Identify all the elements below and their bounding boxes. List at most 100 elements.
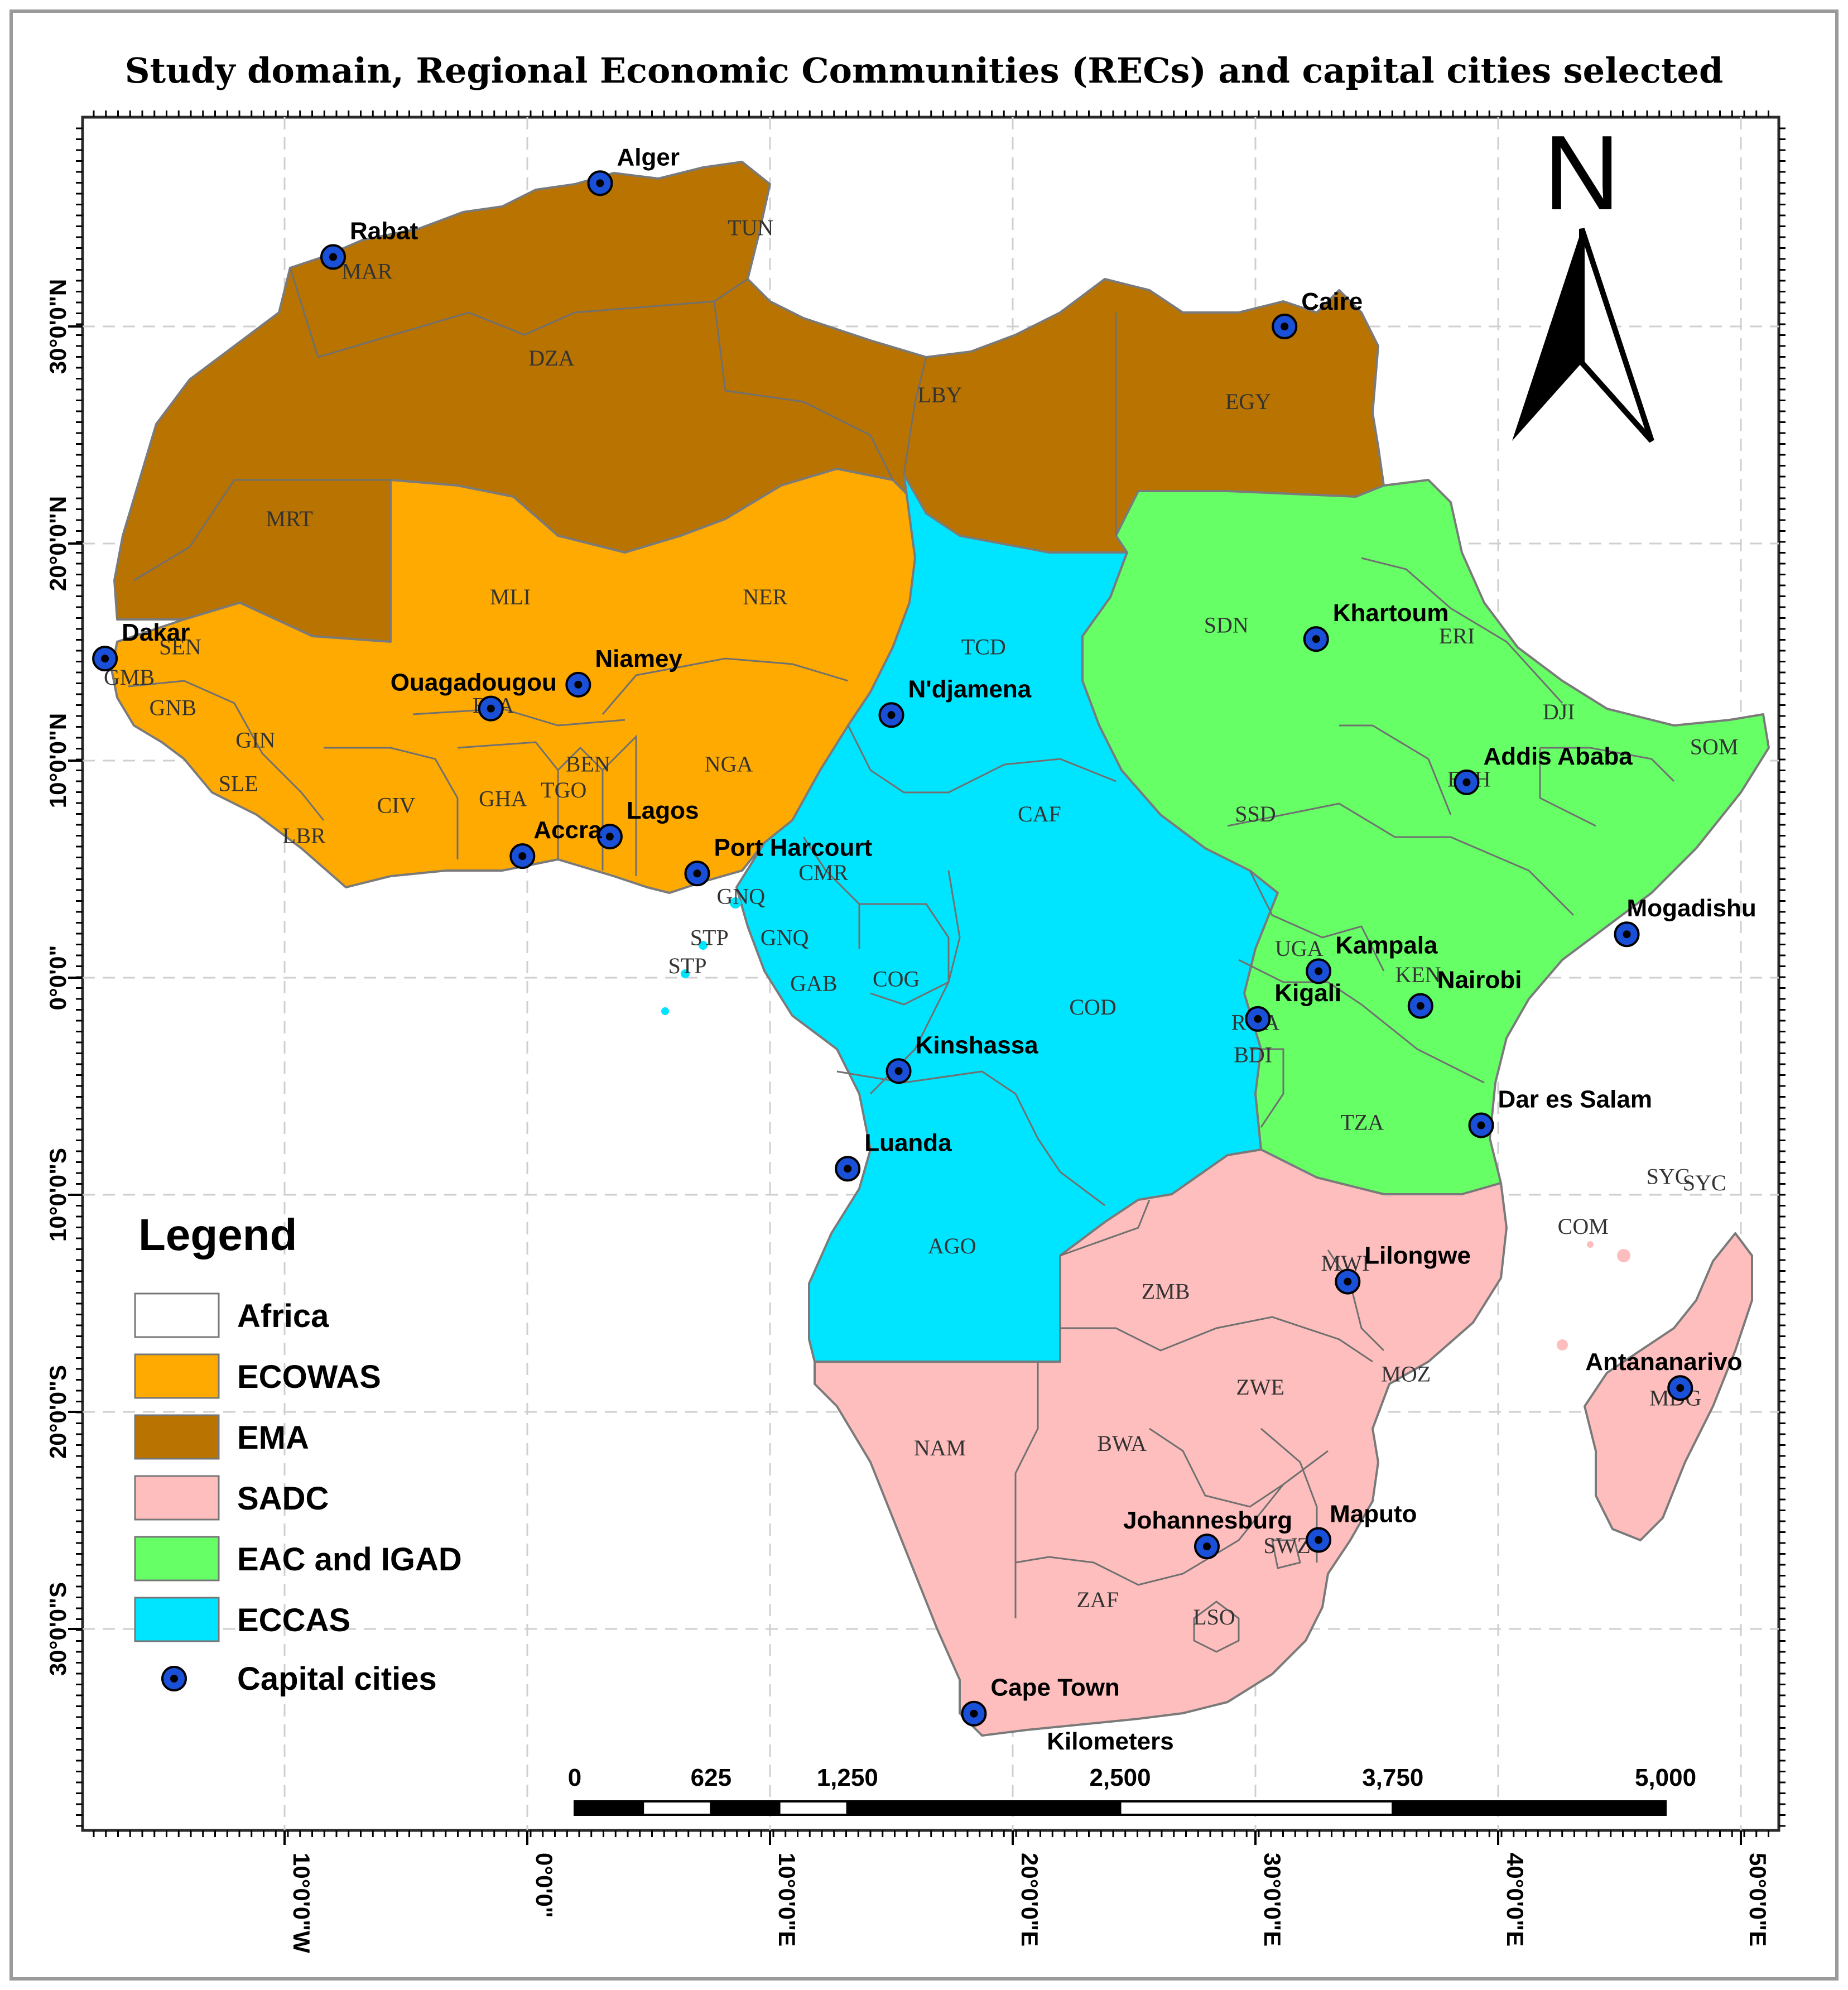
border-line [1249, 870, 1385, 972]
capital-city[interactable]: Khartoum [1303, 599, 1449, 652]
country-code-label: GNQ [761, 925, 809, 950]
country-code-label: TCD [961, 634, 1006, 659]
country-code-label: COM [1558, 1214, 1609, 1239]
scale-bar-label: 625 [691, 1764, 732, 1791]
capital-city[interactable]: Port Harcourt [684, 834, 873, 887]
capital-city[interactable]: Rabat [320, 218, 418, 270]
city-name-label: Dar es Salam [1498, 1086, 1652, 1113]
capital-city[interactable]: Caire [1272, 288, 1363, 339]
country-code-label: NER [743, 584, 787, 609]
lat-tick-label: 10°0'0"N [45, 713, 71, 808]
city-marker-center [1203, 1542, 1211, 1551]
city-name-label: N'djamena [908, 675, 1032, 703]
capital-city[interactable]: Accra [509, 816, 602, 869]
legend-swatch [134, 1292, 220, 1338]
country-code-label: ZWE [1236, 1374, 1284, 1400]
border-line [1250, 1048, 1284, 1128]
country-code-label: CAF [1018, 801, 1061, 826]
capital-city[interactable]: Antananarivo [1585, 1348, 1742, 1401]
capital-city[interactable]: Maputo [1306, 1501, 1417, 1553]
country-code-label: ZAF [1076, 1587, 1119, 1612]
country-code-label: SWZ [1263, 1533, 1310, 1558]
capital-city[interactable]: Lagos [596, 797, 699, 850]
country-code-label: GAB [790, 970, 837, 996]
axis-ticks: 30°0'0"N 20°0'0"N 10°0'0"N 0°0'0" 10°0'0"S 20… [45, 110, 1786, 1953]
country-code-label: BEN [566, 751, 610, 776]
capital-city[interactable]: Dakar [92, 619, 190, 672]
capital-city[interactable]: Nairobi [1407, 967, 1522, 1019]
country-code-label: STP [668, 953, 707, 978]
border-line [1361, 557, 1563, 704]
capital-city[interactable]: Niamey [565, 645, 682, 698]
city-marker-center [1312, 635, 1320, 643]
country-code-label: SEN [159, 634, 201, 659]
lat-tick-label: 20°0'0"N [45, 496, 71, 591]
border-line [128, 680, 325, 821]
scale-bar-labels: 0 625 1,250 2,500 3,750 5,000 [568, 1764, 1696, 1791]
border-line [557, 746, 604, 871]
border-line [903, 357, 927, 475]
country-code-label: LBR [282, 823, 326, 848]
country-code-label: KEN [1395, 962, 1441, 987]
scale-bar: Kilometers 0 625 1,250 2,500 3,750 5,000 [568, 1728, 1696, 1816]
city-name-label: Khartoum [1333, 599, 1449, 627]
north-arrow: N [1512, 114, 1654, 443]
border-line [847, 725, 1116, 794]
capital-city[interactable]: Dar es Salam [1468, 1086, 1652, 1138]
legend-items: Africa ECOWAS EMA SADC EAC and IGAD ECCAS [134, 1292, 462, 1642]
country-code-label: MAR [341, 258, 392, 283]
capital-city[interactable]: Kampala [1306, 931, 1438, 984]
border-line [1540, 747, 1675, 782]
country-code-label: SLE [219, 771, 258, 796]
lon-tick-label: 40°0'0"E [1502, 1853, 1528, 1946]
border-line [1227, 802, 1575, 916]
legend-swatch [134, 1414, 220, 1460]
legend: Legend Africa ECOWAS EMA SADC EAC and IGAD EC… [134, 1210, 462, 1697]
city-marker-center [1416, 1002, 1424, 1010]
capital-city[interactable]: Cape Town [961, 1674, 1120, 1727]
city-marker-center [574, 680, 583, 689]
country-code-label: MOZ [1381, 1362, 1431, 1387]
border-line [317, 278, 748, 358]
country-code-label: COD [1069, 994, 1116, 1020]
capital-city[interactable]: Johannesburg [1123, 1507, 1292, 1560]
city-name-label: Lagos [627, 797, 699, 824]
legend-swatch [134, 1475, 220, 1521]
capital-city[interactable]: Alger [587, 143, 680, 196]
lat-tick-label: 30°0'0"N [45, 279, 71, 374]
island-dot [699, 941, 708, 950]
border-line [1060, 1316, 1373, 1363]
sadc-mainland [814, 1148, 1508, 1737]
country-code-label: MLI [490, 584, 531, 609]
capital-city[interactable]: Kigali [1245, 979, 1341, 1032]
city-name-label: Port Harcourt [714, 834, 873, 861]
city-marker-center [596, 179, 604, 188]
border-line [1015, 1450, 1329, 1586]
capital-city[interactable]: Kinshassa [886, 1031, 1039, 1084]
border-line [289, 267, 319, 358]
capital-city[interactable]: Mogadishu [1614, 895, 1756, 948]
border-line [1060, 1199, 1151, 1257]
border-line [1339, 724, 1452, 815]
island-dot [730, 897, 741, 909]
capital-city[interactable]: Ouagadougou [391, 669, 557, 722]
capital-city[interactable]: Lilongwe [1335, 1242, 1471, 1295]
lon-tick-label: 0°0'0" [531, 1853, 557, 1918]
city-marker-center [170, 1675, 178, 1683]
country-code-label: COG [873, 967, 920, 992]
map-title: Study domain, Regional Economic Communit… [125, 50, 1724, 91]
country-code-label: STP [690, 925, 729, 950]
border-line [324, 747, 459, 859]
capital-city[interactable]: N'djamena [878, 675, 1032, 728]
country-code-label: SOM [1690, 734, 1739, 759]
border-line [859, 903, 950, 1006]
city-name-label: Kampala [1335, 931, 1438, 959]
city-name-label: Rabat [350, 218, 418, 245]
legend-item-label: EMA [237, 1420, 309, 1456]
country-code-label: TGO [541, 777, 586, 802]
country-code-label: EGY [1225, 389, 1271, 414]
capital-city[interactable]: Luanda [835, 1129, 952, 1182]
capital-city[interactable]: Addis Ababa [1454, 743, 1633, 795]
city-name-label: Accra [533, 816, 602, 844]
city-marker-center [970, 1709, 978, 1718]
